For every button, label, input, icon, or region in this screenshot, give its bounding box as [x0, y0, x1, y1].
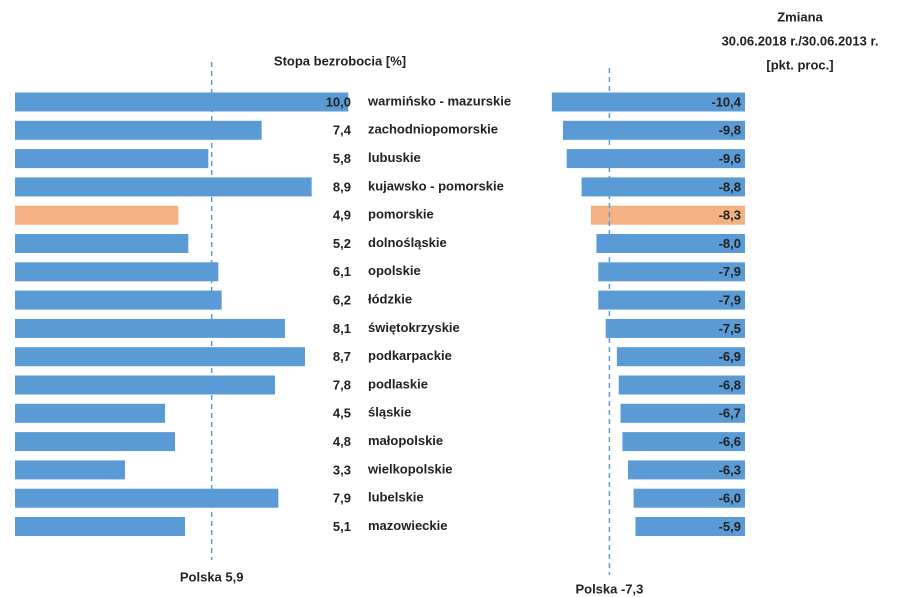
chart-title: 30.06.2018 r./30.06.2013 r.	[722, 33, 879, 48]
bar	[620, 403, 745, 423]
chart-title: Stopa bezrobocia [%]	[274, 53, 406, 68]
value-label: -5,9	[719, 519, 741, 534]
bar	[15, 488, 279, 508]
category-label: kujawsko - pomorskie	[368, 178, 504, 193]
bar	[15, 375, 275, 395]
category-label: śląskie	[368, 405, 411, 420]
bar	[15, 262, 219, 282]
reference-label: Polska -7,3	[575, 581, 643, 596]
category-label: opolskie	[368, 263, 421, 278]
value-label: 8,1	[333, 321, 351, 336]
bar	[566, 149, 745, 169]
bar	[15, 205, 179, 225]
bar	[551, 92, 745, 112]
bar	[581, 177, 745, 197]
bar	[15, 517, 185, 536]
value-label: 8,9	[333, 179, 351, 194]
value-label: 5,8	[333, 151, 351, 166]
category-label: zachodniopomorskie	[368, 122, 498, 137]
value-label: 6,1	[333, 264, 351, 279]
bar	[15, 460, 125, 480]
value-label: -8,3	[719, 208, 741, 223]
bar	[622, 432, 745, 452]
bar	[590, 205, 745, 225]
value-label: -8,8	[719, 179, 741, 194]
category-label: wielkopolskie	[367, 461, 453, 476]
bar	[598, 262, 745, 282]
value-label: 10,0	[326, 94, 351, 109]
value-label: -6,6	[719, 434, 741, 449]
value-label: 4,5	[333, 406, 351, 421]
value-label: -7,9	[719, 293, 741, 308]
category-label: podlaskie	[368, 376, 428, 391]
value-label: 4,9	[333, 208, 351, 223]
category-label: łódzkie	[368, 292, 412, 307]
value-label: -6,8	[719, 377, 741, 392]
value-label: -9,8	[719, 123, 741, 138]
bar	[628, 460, 745, 480]
bar	[605, 318, 745, 338]
bar	[596, 234, 745, 253]
bar	[15, 347, 305, 367]
value-label: -10,4	[711, 94, 741, 109]
value-label: -6,3	[719, 462, 741, 477]
value-label: -6,9	[719, 349, 741, 364]
bar	[633, 488, 745, 508]
bar	[15, 177, 312, 197]
chart-title: [pkt. proc.]	[766, 57, 833, 72]
bar	[635, 517, 745, 536]
category-label: pomorskie	[368, 207, 434, 222]
category-label: lubelskie	[368, 490, 424, 505]
category-label: świętokrzyskie	[368, 320, 460, 335]
bar	[15, 403, 165, 423]
bar	[616, 347, 745, 367]
bar	[15, 234, 189, 253]
value-label: 3,3	[333, 462, 351, 477]
value-label: -6,7	[719, 406, 741, 421]
value-label: 6,2	[333, 293, 351, 308]
bar	[15, 149, 209, 169]
bar	[15, 432, 175, 452]
bar	[15, 318, 285, 338]
reference-label: Polska 5,9	[180, 569, 244, 584]
value-label: 7,8	[333, 377, 351, 392]
value-label: 5,2	[333, 236, 351, 251]
value-label: 5,1	[333, 519, 351, 534]
category-label: mazowieckie	[368, 518, 448, 533]
category-label: warmińsko - mazurskie	[367, 93, 511, 108]
value-label: -8,0	[719, 236, 741, 251]
value-label: -6,0	[719, 491, 741, 506]
bar	[598, 290, 745, 310]
value-label: 8,7	[333, 349, 351, 364]
value-label: 7,4	[333, 123, 352, 138]
value-label: 4,8	[333, 434, 351, 449]
category-label: lubuskie	[368, 150, 421, 165]
bar	[563, 120, 745, 140]
bar	[15, 290, 222, 310]
bar	[618, 375, 745, 395]
value-label: -9,6	[719, 151, 741, 166]
bar	[15, 120, 262, 140]
category-label: małopolskie	[368, 433, 443, 448]
category-label: dolnośląskie	[368, 235, 447, 250]
bar	[15, 92, 349, 112]
value-label: -7,9	[719, 264, 741, 279]
chart-title: Zmiana	[777, 9, 823, 24]
category-label: podkarpackie	[368, 348, 452, 363]
value-label: 7,9	[333, 491, 351, 506]
value-label: -7,5	[719, 321, 741, 336]
